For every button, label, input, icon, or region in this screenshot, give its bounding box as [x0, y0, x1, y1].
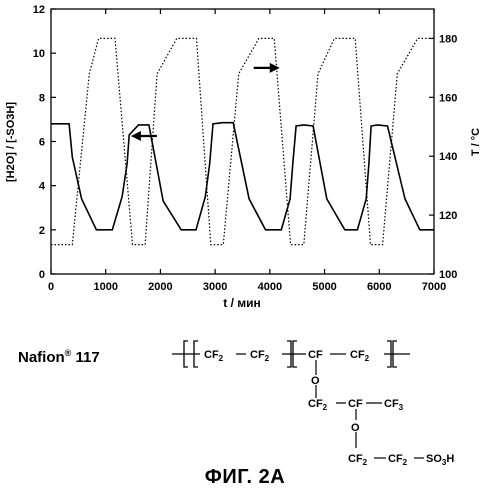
atom-so3h: SO3H	[426, 453, 454, 467]
atom-cf: CF	[348, 398, 363, 410]
atom-o-1: O	[311, 375, 320, 387]
atom-cf2-1: CF2	[204, 349, 224, 363]
atom-o-2: O	[351, 422, 360, 434]
atom-cf2-5: CF2	[348, 453, 368, 467]
nafion-structure: CF2 CF2 CF CF2 O CF2 CF CF3 O CF2 CF2 SO…	[0, 0, 490, 470]
figure-caption: ФИГ. 2А	[0, 466, 490, 489]
atom-cf3: CF3	[384, 398, 404, 412]
atom-cf2-6: CF2	[388, 453, 408, 467]
atom-cf2-3: CF2	[350, 349, 370, 363]
atom-cf2-4: CF2	[308, 398, 328, 412]
atom-cf: CF	[308, 349, 323, 361]
atom-cf2-2: CF2	[250, 349, 270, 363]
